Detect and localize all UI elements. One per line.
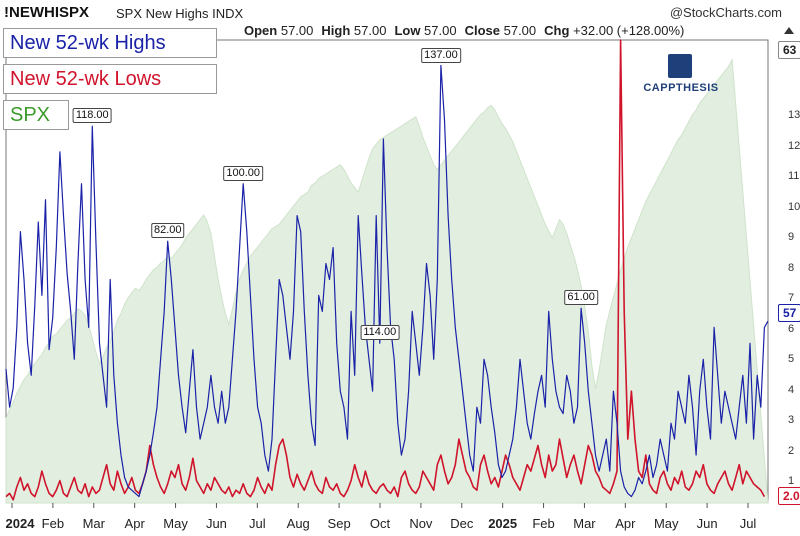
x-tick-label: 2025	[488, 516, 518, 531]
x-tick-label: Jun	[696, 516, 718, 531]
x-tick-label: Apr	[124, 516, 145, 531]
new-lows-line	[5, 39, 766, 501]
y-tick-label: 4	[788, 383, 795, 396]
y-tick-label: 12	[788, 139, 800, 152]
spx-value-badge: 63	[778, 41, 800, 59]
x-tick-label: Oct	[369, 516, 391, 531]
x-tick-label: Feb	[532, 516, 555, 531]
ohlc-bar: Open 57.00 High 57.00 Low 57.00 Close 57.00…	[244, 23, 692, 38]
ticker-name: SPX New Highs INDX	[116, 6, 244, 21]
ohlc-high: High 57.00	[321, 23, 387, 38]
y-tick-label: 1	[788, 475, 795, 487]
peak-label: 82.00	[150, 223, 185, 239]
peak-label: 118.00	[72, 108, 112, 124]
peak-label: 114.00	[360, 325, 400, 341]
legend-highs: New 52-wk Highs	[3, 28, 217, 58]
legend-spx: SPX	[3, 100, 69, 130]
x-tick-label: Nov	[409, 516, 433, 531]
brand-label: @StockCharts.com	[669, 5, 782, 20]
ohlc-low: Low 57.00	[394, 23, 457, 38]
y-tick-label: 2	[788, 444, 795, 457]
y-tick-label: 13	[788, 109, 800, 121]
y-tick-label: 10	[788, 200, 800, 213]
y-tick-label: 11	[788, 170, 800, 182]
x-tick-label: Apr	[615, 516, 636, 531]
chart-header: !NEWHISPX SPX New Highs INDX @StockChart…	[0, 0, 800, 40]
peak-label: 100.00	[223, 165, 264, 181]
up-triangle-icon	[784, 27, 794, 34]
spx-area	[5, 57, 769, 504]
x-tick-label: Aug	[286, 516, 310, 531]
ohlc-open: Open 57.00	[244, 23, 314, 38]
legend-lows: New 52-wk Lows	[3, 64, 217, 94]
highs-value-badge: 57	[778, 304, 800, 322]
y-tick-label: 6	[788, 322, 795, 335]
y-tick-label: 9	[788, 231, 795, 243]
y-tick-label: 7	[788, 292, 795, 304]
x-tick-label: Dec	[450, 516, 474, 531]
x-tick-label: 2024	[5, 516, 35, 531]
ticker-symbol: !NEWHISPX	[4, 4, 90, 21]
x-tick-label: Jul	[249, 516, 266, 531]
x-tick-label: Mar	[82, 516, 105, 531]
ohlc-close: Close 57.00	[464, 23, 537, 38]
new-highs-line	[5, 64, 769, 498]
y-tick-label: 5	[788, 353, 795, 365]
x-tick-label: Sep	[327, 516, 351, 531]
lows-value-badge: 2.0	[778, 487, 800, 505]
y-tick-label: 8	[788, 261, 795, 274]
x-tick-label: Jul	[739, 516, 757, 531]
peak-label: 137.00	[421, 47, 461, 63]
y-tick-label: 3	[788, 414, 795, 426]
ohlc-chg: Chg +32.00 (+128.00%)	[544, 23, 685, 38]
x-tick-label: May	[163, 516, 188, 531]
cappthesis-logo: CAPPTHESIS	[640, 52, 722, 102]
x-tick-label: Mar	[573, 516, 596, 531]
logo-chart-icon	[668, 54, 692, 78]
x-tick-label: Feb	[41, 516, 65, 531]
exchange-label: INDX	[212, 6, 244, 21]
x-tick-label: May	[653, 516, 679, 531]
peak-label: 61.00	[564, 290, 598, 306]
x-tick-label: Jun	[205, 516, 227, 531]
